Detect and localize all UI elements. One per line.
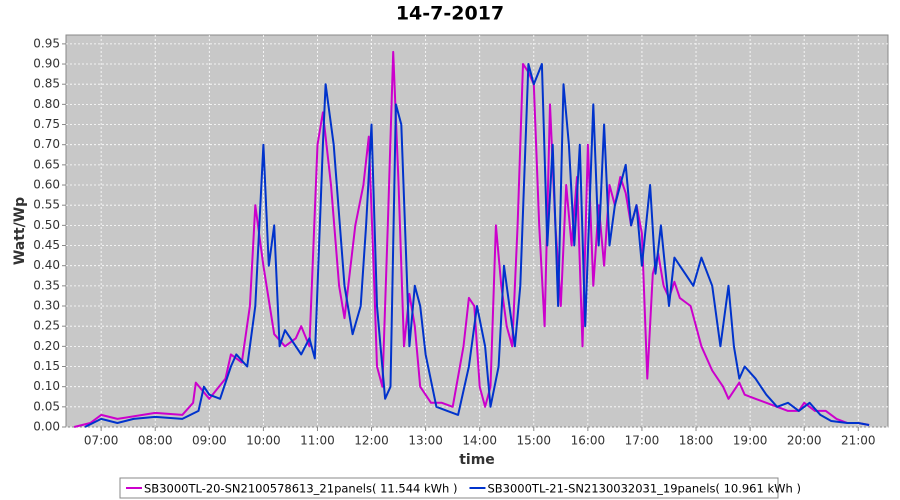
y-tick-label: 0.25 xyxy=(33,319,60,333)
x-tick-label: 12:00 xyxy=(354,434,389,448)
y-tick-label: 0.15 xyxy=(33,359,60,373)
x-tick-label: 17:00 xyxy=(625,434,660,448)
legend xyxy=(119,477,779,499)
y-tick-label: 0.50 xyxy=(33,218,60,232)
x-tick-label: 18:00 xyxy=(679,434,714,448)
chart-title: 14-7-2017 xyxy=(396,3,504,25)
y-tick-label: 0.20 xyxy=(33,339,60,353)
x-tick-label: 16:00 xyxy=(571,434,606,448)
x-tick-label: 20:00 xyxy=(787,434,822,448)
y-tick-label: 0.00 xyxy=(33,420,60,434)
y-axis-label: Watt/Wp xyxy=(12,197,28,265)
x-tick-label: 11:00 xyxy=(300,434,335,448)
y-tick-label: 0.85 xyxy=(33,77,60,91)
legend-label: SB3000TL-21-SN2130032031_19panels( 10.96… xyxy=(487,482,800,496)
y-tick-label: 0.80 xyxy=(33,97,60,111)
series-line xyxy=(84,63,870,428)
x-tick-label: 21:00 xyxy=(841,434,876,448)
x-tick-label: 08:00 xyxy=(138,434,173,448)
series-line xyxy=(73,50,870,428)
y-tick-label: 0.35 xyxy=(33,278,60,292)
y-tick-label: 0.75 xyxy=(33,117,60,131)
x-tick-label: 19:00 xyxy=(733,434,768,448)
x-tick-label: 09:00 xyxy=(192,434,227,448)
y-tick-label: 0.60 xyxy=(33,178,60,192)
x-tick-label: 13:00 xyxy=(408,434,443,448)
x-tick-label: 14:00 xyxy=(462,434,497,448)
plot-area xyxy=(65,34,889,428)
y-tick-label: 0.05 xyxy=(33,399,60,413)
y-tick-label: 0.30 xyxy=(33,299,60,313)
x-axis-label: time xyxy=(459,452,495,468)
y-tick-label: 0.70 xyxy=(33,137,60,151)
y-tick-label: 0.45 xyxy=(33,238,60,252)
legend-label: SB3000TL-20-SN2100578613_21panels( 11.54… xyxy=(144,482,457,496)
x-tick-label: 10:00 xyxy=(246,434,281,448)
y-tick-label: 0.90 xyxy=(33,57,60,71)
y-tick-label: 0.55 xyxy=(33,198,60,212)
y-tick-label: 0.95 xyxy=(33,36,60,50)
x-tick-label: 07:00 xyxy=(84,434,119,448)
y-tick-label: 0.40 xyxy=(33,258,60,272)
y-tick-label: 0.10 xyxy=(33,379,60,393)
y-tick-label: 0.65 xyxy=(33,157,60,171)
x-tick-label: 15:00 xyxy=(516,434,551,448)
